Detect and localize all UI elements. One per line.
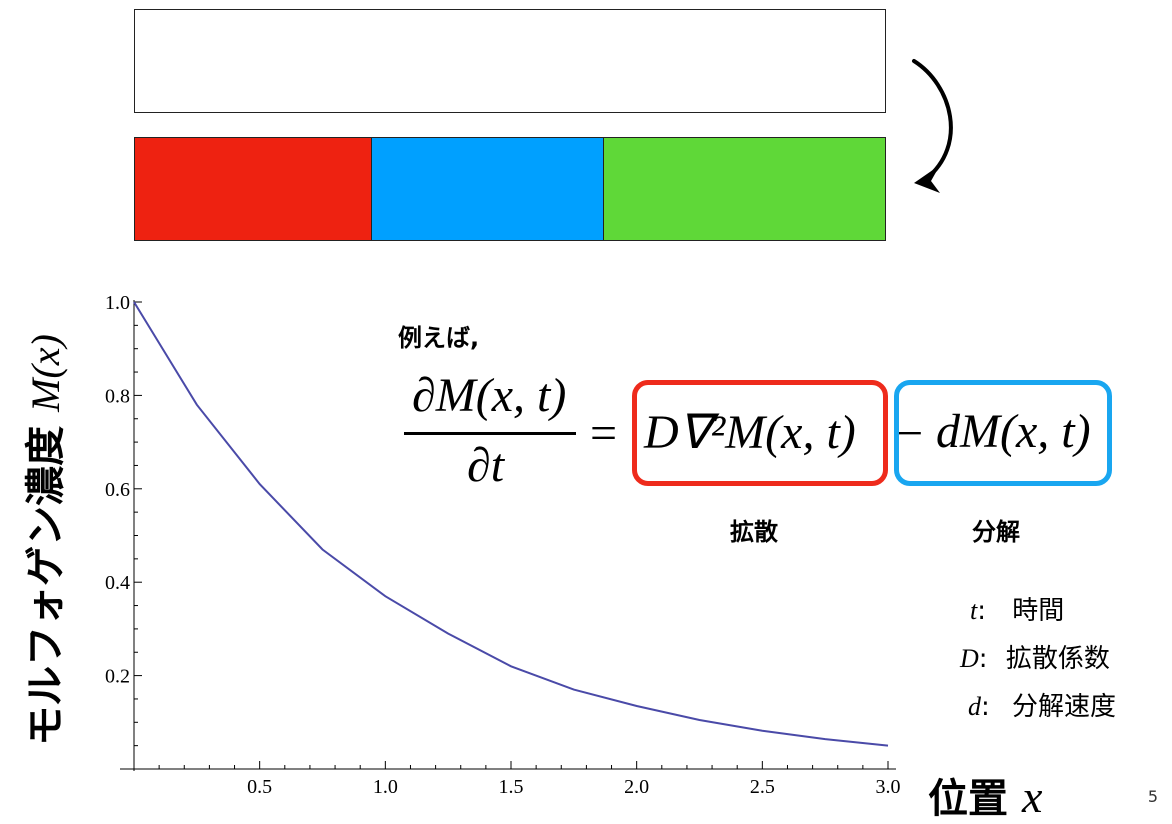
legend-meaning: 分解速度	[1012, 692, 1117, 722]
equation-equals: =	[590, 407, 618, 460]
y-tick-label: 0.6	[105, 479, 130, 501]
legend-colon: :	[977, 596, 986, 626]
x-axis-label: 位置 x	[928, 766, 1042, 824]
legend-row-D: D: 拡散係数	[960, 638, 1110, 675]
pattern-strip	[134, 137, 886, 241]
y-axis-label: モルフォゲン濃度 M(x)	[13, 334, 71, 746]
y-tick-label: 0.2	[105, 666, 130, 688]
pattern-segment-blue	[372, 138, 604, 240]
diffusion-term-box	[632, 380, 888, 486]
legend-colon: :	[981, 692, 990, 722]
equation-lhs-denominator: ∂t	[467, 439, 505, 492]
x-axis-label-text: 位置	[928, 776, 1008, 822]
legend-symbol: D	[960, 644, 979, 673]
y-axis-label-text: モルフォゲン濃度	[23, 425, 69, 746]
equation-decay-term: dM(x, t)	[936, 405, 1091, 458]
pattern-segment-green	[604, 138, 885, 240]
y-axis-label-variable: M(x)	[23, 334, 68, 412]
y-tick-label: 0.4	[105, 572, 130, 594]
legend-colon: :	[978, 644, 988, 674]
equation-minus: −	[896, 407, 924, 460]
x-tick-label: 0.5	[247, 776, 272, 798]
fraction-bar	[404, 432, 576, 435]
x-tick-label: 1.5	[499, 776, 524, 798]
y-tick-label: 0.8	[105, 385, 130, 407]
legend-row-t: t: 時間	[970, 590, 1064, 627]
pattern-segment-red	[135, 138, 372, 240]
x-axis-label-variable: x	[1022, 771, 1043, 822]
legend-meaning: 時間	[1012, 596, 1065, 626]
x-tick-label: 2.0	[624, 776, 649, 798]
x-tick-label: 1.0	[373, 776, 398, 798]
equation-diffusion-term: D∇²M(x, t)	[644, 406, 856, 459]
x-tick-label: 3.0	[876, 776, 901, 798]
legend-symbol: d	[968, 692, 981, 721]
page-number: 5	[1147, 787, 1158, 806]
decay-term-box	[894, 380, 1112, 486]
diffusion-label: 拡散	[730, 518, 778, 546]
blank-strip	[134, 9, 886, 113]
legend-symbol: t	[970, 596, 978, 625]
x-tick-label: 2.5	[750, 776, 775, 798]
decay-label: 分解	[972, 518, 1020, 546]
y-tick-label: 1.0	[105, 292, 130, 314]
legend-meaning: 拡散係数	[1005, 644, 1110, 674]
equation-lhs-numerator: ∂M(x, t)	[412, 369, 567, 422]
equation-intro: 例えば,	[398, 324, 480, 352]
series-line	[133, 301, 889, 747]
curved-arrow-icon	[912, 59, 953, 193]
legend-row-d: d: 分解速度	[968, 686, 1116, 723]
